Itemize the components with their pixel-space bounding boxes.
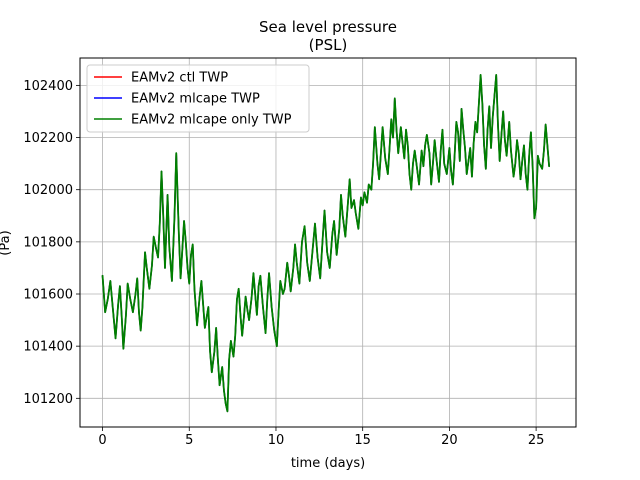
x-tick-label: 15 — [354, 433, 371, 448]
y-tick-label: 101800 — [23, 235, 73, 250]
y-tick-label: 101200 — [23, 392, 73, 407]
x-tick-label: 10 — [268, 433, 285, 448]
y-tick-label: 102200 — [23, 131, 73, 146]
axes-frame — [79, 57, 577, 428]
x-tick-label: 25 — [528, 433, 545, 448]
x-axis-label: time (days) — [291, 456, 365, 471]
x-ticks: 0 5 10 15 20 25 — [98, 427, 544, 448]
legend-box — [86, 64, 310, 133]
legend: EAMv2 ctl TWP EAMv2 mlcape TWP EAMv2 mlcap… — [86, 64, 310, 133]
y-ticks: 101200 101400 101600 101800 102000 102200 1024… — [23, 79, 80, 407]
y-tick-label: 102400 — [23, 79, 73, 94]
x-tick-label: 5 — [185, 433, 193, 448]
series-lines — [101, 74, 551, 413]
x-tick-label: 0 — [98, 433, 106, 448]
legend-label-0: EAMv2 ctl TWP — [131, 71, 228, 86]
chart-subtitle: (PSL) — [309, 36, 348, 54]
x-tick-label: 20 — [441, 433, 458, 448]
y-axis-label: (Pa) — [0, 230, 13, 255]
y-tick-label: 101400 — [23, 340, 73, 355]
chart-title: Sea level pressure — [259, 18, 397, 36]
y-tick-label: 101600 — [23, 288, 73, 303]
y-tick-label: 102000 — [23, 183, 73, 198]
legend-label-1: EAMv2 mlcape TWP — [131, 92, 260, 107]
series-line-2 — [101, 74, 551, 413]
legend-label-2: EAMv2 mlcape only TWP — [131, 113, 292, 128]
